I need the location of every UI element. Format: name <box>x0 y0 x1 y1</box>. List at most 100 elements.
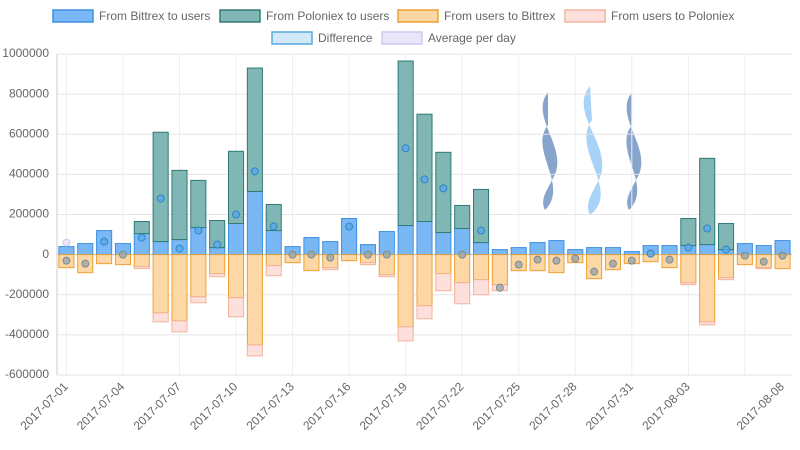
point <box>118 250 127 259</box>
point <box>81 259 90 268</box>
y-tick-label: -400000 <box>5 327 49 341</box>
legend-swatch <box>52 9 94 23</box>
point <box>137 233 146 242</box>
y-tick-label: 200000 <box>9 207 49 221</box>
point <box>552 256 561 265</box>
point <box>307 250 316 259</box>
bar <box>491 254 508 286</box>
bar <box>228 150 245 225</box>
bar <box>661 245 678 256</box>
point <box>401 144 410 153</box>
x-tick-label: 2017-07-01 <box>17 379 71 433</box>
bar <box>209 273 226 278</box>
bar <box>209 254 226 275</box>
bar <box>755 267 772 270</box>
bar <box>228 297 245 318</box>
bar <box>604 247 622 256</box>
x-tick-label: 2017-07-31 <box>583 379 637 433</box>
bar <box>133 254 150 268</box>
point <box>288 250 297 259</box>
bar <box>680 254 697 284</box>
bar <box>77 243 94 256</box>
point <box>345 222 354 231</box>
point <box>646 249 655 258</box>
bar <box>397 254 414 328</box>
x-tick-label: 2017-08-03 <box>639 379 693 433</box>
bar <box>416 254 433 307</box>
legend-swatch <box>397 9 439 23</box>
legend-swatch <box>564 9 606 23</box>
bar <box>416 113 433 223</box>
bar <box>152 241 169 256</box>
bar <box>397 326 414 342</box>
bar <box>699 244 716 256</box>
point <box>194 226 203 235</box>
bar <box>152 312 169 323</box>
point <box>156 194 165 203</box>
bar <box>246 254 263 346</box>
bar <box>473 242 490 256</box>
bar <box>548 240 565 256</box>
bar <box>435 254 452 275</box>
y-tick-label: 600000 <box>9 126 49 140</box>
bar <box>171 320 188 333</box>
point <box>533 255 542 264</box>
legend-label: Average per day <box>428 31 516 45</box>
bar <box>133 221 150 235</box>
point <box>477 226 486 235</box>
bar <box>58 246 75 256</box>
bar <box>416 221 433 256</box>
bar <box>96 254 113 265</box>
bar <box>473 188 490 244</box>
bar <box>190 179 207 229</box>
x-tick-label: 2017-07-04 <box>74 379 128 433</box>
point <box>759 257 768 266</box>
bar <box>228 223 245 256</box>
bar <box>265 254 282 267</box>
legend-label: From Poloniex to users <box>266 9 389 23</box>
bar <box>378 274 395 278</box>
point <box>326 253 335 262</box>
legend-swatch <box>381 31 423 45</box>
bar <box>529 242 546 256</box>
bar <box>246 190 263 256</box>
bar <box>397 225 414 256</box>
point <box>269 222 278 231</box>
point <box>458 250 467 259</box>
point <box>250 167 259 176</box>
y-tick-label: -200000 <box>5 287 49 301</box>
point <box>684 243 693 252</box>
point <box>175 244 184 253</box>
bar <box>755 245 772 256</box>
y-tick-label: -600000 <box>5 367 49 381</box>
bar <box>454 204 471 230</box>
legend-label: From users to Bittrex <box>444 9 555 23</box>
bar <box>586 247 603 256</box>
bar <box>190 254 207 298</box>
x-tick-label: 2017-07-22 <box>413 379 467 433</box>
bar <box>699 254 716 323</box>
bar <box>246 344 263 357</box>
point <box>382 250 391 259</box>
bar <box>435 273 452 292</box>
bar <box>397 60 414 227</box>
bar <box>454 282 471 305</box>
bar <box>265 203 282 232</box>
bar <box>133 266 150 270</box>
point <box>703 224 712 233</box>
y-tick-label: 800000 <box>9 86 49 100</box>
bar <box>209 247 226 256</box>
point <box>62 256 71 265</box>
bar <box>152 131 169 243</box>
point <box>608 259 617 268</box>
x-tick-label: 2017-07-16 <box>300 379 354 433</box>
bar <box>454 254 471 284</box>
bar <box>228 254 245 299</box>
bar <box>473 279 490 296</box>
bar <box>171 254 188 322</box>
bar <box>359 262 376 266</box>
bar <box>265 230 282 256</box>
y-tick-label: 400000 <box>9 167 49 181</box>
x-tick-label: 2017-08-08 <box>734 379 788 433</box>
